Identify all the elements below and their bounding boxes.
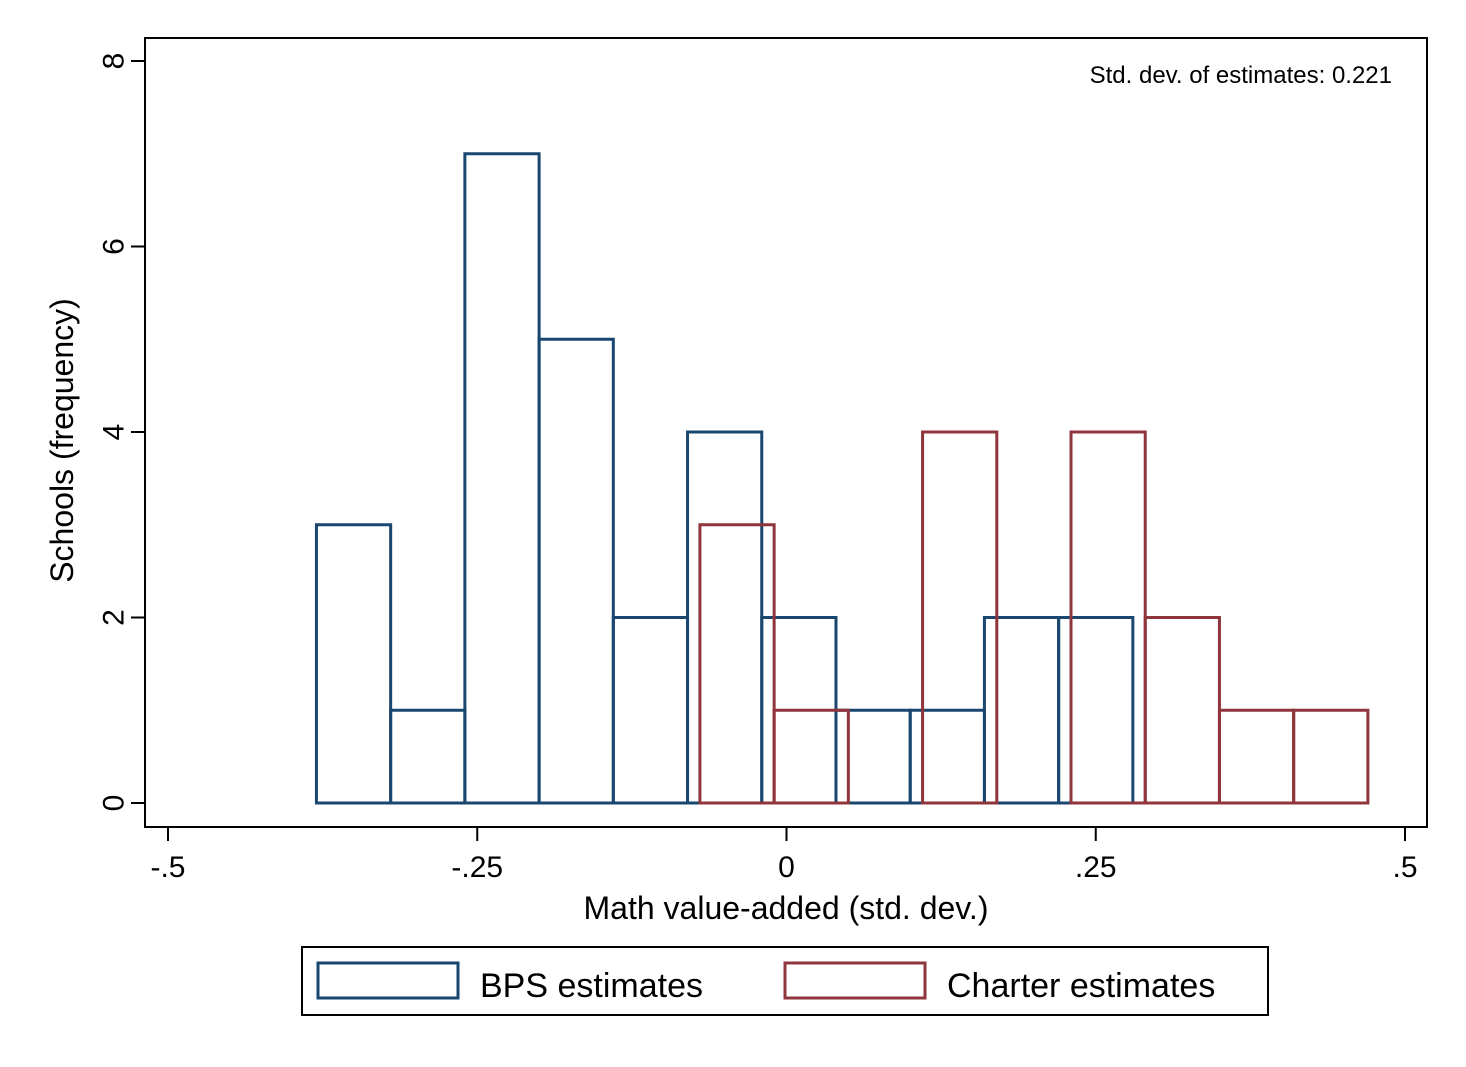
y-tick-label: 6 (98, 238, 131, 255)
y-tick-label: 4 (98, 424, 131, 441)
x-axis-title: Math value-added (std. dev.) (584, 890, 989, 926)
legend-swatch-bps (316, 961, 460, 1000)
x-tick-label: -.5 (150, 851, 185, 884)
x-tick-label: -.25 (451, 851, 503, 884)
charter-bar-0 (698, 523, 776, 805)
legend-label-charter: Charter estimates (947, 967, 1215, 1005)
legend-label-bps: BPS estimates (480, 967, 703, 1005)
charter-series-bars (698, 430, 1370, 805)
y-axis-title: Schools (frequency) (44, 298, 80, 583)
legend-swatch-charter (783, 961, 927, 1000)
y-tick-label: 0 (98, 795, 131, 812)
bps-series-bars (314, 152, 1135, 805)
y-tick-label: 2 (98, 609, 131, 626)
x-tick-label: .5 (1392, 851, 1417, 884)
std-dev-annotation: Std. dev. of estimates: 0.221 (1090, 62, 1392, 89)
plot-area-frame (144, 37, 1428, 828)
y-tick-label: 8 (98, 53, 131, 70)
bps-bar-0 (314, 523, 393, 805)
legend: BPS estimates Charter estimates (301, 946, 1269, 1016)
x-tick-label: 0 (778, 851, 795, 884)
y-axis: 0 2 4 6 8 (98, 53, 146, 812)
charter-bar-1 (772, 708, 850, 805)
x-axis: -.5 -.25 0 .25 .5 (150, 826, 1418, 884)
x-tick-label: .25 (1075, 851, 1117, 884)
charter-bar-3 (921, 430, 999, 805)
bps-bar-3 (537, 337, 615, 805)
charter-bar-8 (1292, 708, 1370, 805)
